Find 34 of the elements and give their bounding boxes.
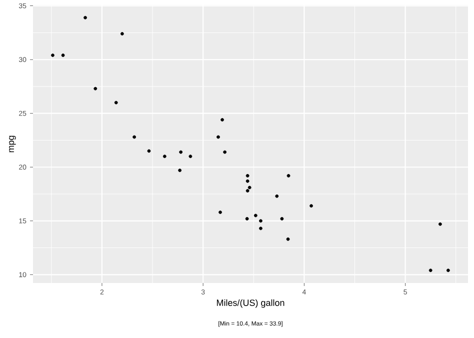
- point: [178, 168, 182, 172]
- point: [254, 214, 258, 218]
- point: [246, 179, 250, 183]
- point: [246, 189, 250, 192]
- point: [280, 217, 284, 220]
- point: [120, 32, 124, 36]
- point: [188, 154, 192, 158]
- point: [286, 174, 290, 178]
- y-axis-title: mpg: [9, 136, 16, 152]
- x-axis-title: Miles/(US) gallon: [216, 299, 284, 308]
- point: [216, 135, 220, 139]
- point: [310, 204, 313, 208]
- point: [162, 154, 166, 158]
- point: [94, 86, 98, 90]
- point: [245, 217, 249, 220]
- point: [286, 237, 290, 241]
- point: [218, 210, 222, 214]
- point: [223, 150, 227, 154]
- point: [259, 226, 262, 230]
- point: [446, 268, 450, 272]
- point: [179, 150, 183, 154]
- point: [61, 54, 65, 57]
- point: [248, 186, 252, 190]
- point: [132, 135, 136, 139]
- point: [246, 174, 250, 178]
- point: [428, 268, 432, 272]
- point: [438, 222, 442, 226]
- point: [114, 100, 118, 104]
- point: [275, 194, 279, 198]
- point: [259, 219, 262, 223]
- point: [147, 149, 151, 153]
- point: [51, 54, 54, 57]
- point: [220, 118, 224, 122]
- point: [84, 16, 87, 20]
